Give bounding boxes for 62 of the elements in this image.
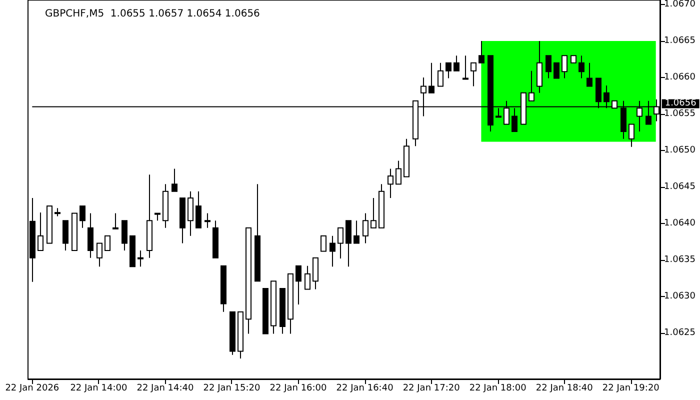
candlestick: [188, 190, 194, 236]
candlestick: [312, 257, 318, 290]
candlestick: [586, 62, 592, 87]
candlestick: [38, 212, 44, 252]
y-tick-label: 1.0665: [664, 36, 696, 46]
x-tick-label: 22 Jan 18:00: [469, 384, 527, 394]
candlestick: [172, 168, 178, 192]
y-tick-label: 1.0640: [664, 218, 696, 229]
candlestick: [354, 220, 360, 244]
x-tick-label: 22 Jan 16:00: [270, 384, 328, 394]
candlestick: [562, 55, 568, 79]
candlestick: [546, 55, 552, 79]
candlestick: [428, 62, 434, 94]
y-tick-label: 1.0630: [664, 292, 696, 302]
candlestick: [96, 242, 102, 268]
candlestick: [446, 62, 452, 79]
x-tick-label: 22 Jan 19:20: [602, 384, 660, 394]
y-tick-label: 1.0645: [664, 182, 696, 192]
candlestick: [554, 62, 560, 79]
candlestick: [454, 55, 460, 72]
candlestick: [362, 212, 368, 244]
x-tick-label: 22 Jan 18:40: [536, 384, 594, 394]
candlestick: [338, 227, 344, 260]
candlestick: [138, 250, 144, 268]
candlestick: [320, 235, 326, 252]
candlestick: [370, 197, 376, 228]
candlestick: [196, 190, 202, 228]
x-tick-label: 22 Jan 16:40: [336, 384, 394, 394]
candlestick: [204, 212, 210, 228]
candlestick: [578, 55, 584, 79]
y-tick-label: 1.0655: [664, 109, 696, 120]
ref-line-label: 1.0656: [664, 98, 697, 109]
x-tick-label: 22 Jan 14:40: [136, 384, 194, 394]
candlestick: [304, 265, 310, 290]
x-tick-label: 22 Jan 14:00: [70, 384, 128, 394]
candlestick: [628, 124, 634, 148]
x-tick-label: 22 Jan 15:20: [203, 384, 260, 394]
y-tick-label: 1.0625: [664, 328, 696, 338]
candlestick: [438, 62, 444, 87]
y-tick-label: 1.0635: [664, 255, 696, 266]
candlestick: [346, 220, 352, 268]
y-tick-label: 1.0650: [664, 146, 696, 156]
candlestick: [88, 212, 94, 258]
candlestick: [462, 55, 468, 80]
candlestick: [62, 220, 68, 252]
y-tick-label: 1.0670: [664, 0, 696, 10]
candlestick: [478, 40, 484, 64]
candlestick: [104, 235, 110, 252]
candlestick: [528, 70, 534, 102]
candlestick: [330, 235, 336, 268]
text: GBPCHF,M5 1.0655 1.0657 1.0654 1.0656: [45, 8, 260, 20]
candlestick: [122, 220, 128, 252]
y-tick-label: 1.0660: [664, 72, 696, 82]
candlestick: [112, 212, 118, 230]
candlestick: [296, 265, 302, 306]
candlestick: [536, 40, 542, 94]
candlestick: [396, 160, 402, 185]
x-tick-label: 22 Jan 17:20: [402, 384, 460, 394]
x-tick-label: 22 Jan 2026: [5, 384, 60, 394]
candlestick: [470, 62, 476, 87]
candlestick: [80, 205, 86, 228]
candlestick: [388, 168, 394, 198]
